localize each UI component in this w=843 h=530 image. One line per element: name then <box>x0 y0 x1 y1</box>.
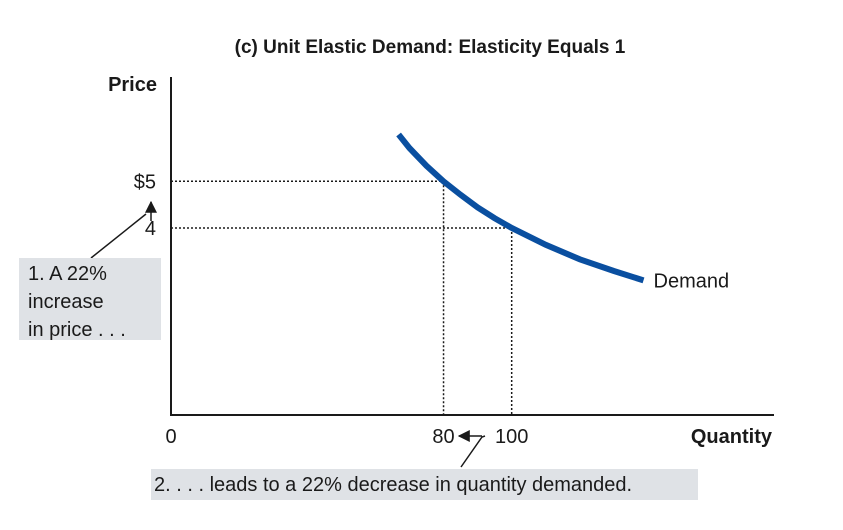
x-tick-label: 0 <box>165 426 176 448</box>
demand-curve <box>396 132 645 284</box>
y-tick-label: $5 <box>134 171 156 193</box>
x-tick-label: 80 <box>432 426 454 448</box>
y-tick-labels: $5 4 <box>134 171 156 240</box>
price-note-leader <box>90 213 147 259</box>
quantity-change-note: 2. . . . leads to a 22% decrease in quan… <box>151 469 698 500</box>
price-note-line: increase <box>28 291 104 313</box>
x-axis-label: Quantity <box>691 426 773 448</box>
chart-title: (c) Unit Elastic Demand: Elasticity Equa… <box>235 37 626 58</box>
reference-guides <box>171 180 513 415</box>
quantity-note-leader <box>460 435 486 468</box>
x-tick-labels: 0 80 100 <box>165 426 528 448</box>
demand-label: Demand <box>654 270 730 292</box>
y-axis-label: Price <box>108 74 157 96</box>
price-note-line: in price . . . <box>28 319 126 341</box>
price-change-note: 1. A 22% increase in price . . . <box>19 258 161 341</box>
x-tick-label: 100 <box>495 426 528 448</box>
price-note-line: 1. A 22% <box>28 263 107 285</box>
y-tick-label: 4 <box>145 218 156 240</box>
